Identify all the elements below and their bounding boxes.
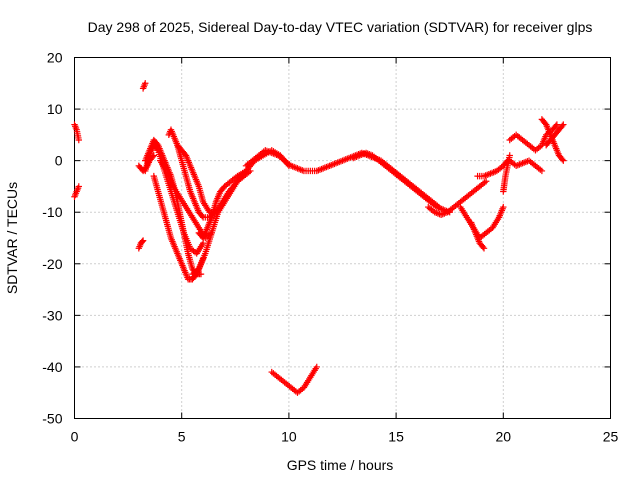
x-tick-label: 25 [603,429,619,445]
series-seg-19 [500,152,513,195]
series-seg-08 [157,157,215,242]
y-tick-label: -10 [42,204,62,220]
y-axis-label: SDTVAR / TECUs [4,182,20,294]
data-point [198,212,206,220]
series-seg-00 [71,121,82,144]
series-seg-22 [542,121,567,149]
series-seg-15 [425,178,490,218]
y-axis-tick-labels: 20 10 0 -10 -20 -30 -40 -50 [42,50,62,427]
x-tick-label: 10 [281,429,297,445]
series-seg-13 [242,147,443,211]
series-seg-17 [467,219,488,252]
series-seg-01 [71,183,82,200]
data-point [139,237,147,244]
grid-lines [74,57,611,419]
data-point [247,167,254,175]
series-seg-23 [506,157,546,175]
data-point [560,157,567,164]
x-axis-label: GPS time / hours [287,457,394,473]
y-tick-label: -40 [42,359,62,375]
data-point [139,238,146,245]
data-point [500,203,507,211]
data-point [559,156,566,163]
y-tick-label: 10 [47,101,63,117]
data-points [71,80,567,396]
data-point [75,183,82,190]
series-seg-14 [350,149,453,216]
data-point [480,245,488,252]
data-point [552,122,560,130]
y-tick-label: 20 [47,50,63,66]
data-point [142,80,149,87]
data-point [313,363,320,371]
series-seg-16 [457,203,507,242]
data-point [153,145,161,153]
data-point [560,121,567,128]
data-point [553,121,561,128]
data-point [75,136,82,144]
y-tick-label: -30 [42,307,62,323]
x-tick-label: 20 [496,429,512,445]
series-seg-24 [268,363,320,396]
x-tick-label: 15 [388,429,404,445]
y-tick-label: 0 [55,153,63,169]
data-point [479,243,487,251]
x-tick-label: 0 [71,429,79,445]
y-tick-label: -50 [42,411,62,427]
x-tick-label: 5 [178,429,186,445]
series-seg-02 [135,237,147,252]
series-seg-12 [189,167,254,278]
axis-ticks [74,57,611,419]
data-point [482,178,490,185]
x-axis-tick-labels: 0 5 10 15 20 25 [71,429,619,445]
y-tick-label: -20 [42,256,62,272]
chart-title: Day 298 of 2025, Sidereal Day-to-day VTE… [88,19,593,35]
data-point [538,167,546,175]
series-seg-03 [139,80,149,92]
plot-area-frame [74,57,611,419]
data-point [559,122,566,130]
